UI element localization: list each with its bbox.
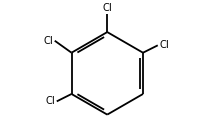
Text: Cl: Cl [159, 40, 169, 50]
Text: Cl: Cl [46, 96, 55, 106]
Text: Cl: Cl [44, 36, 53, 46]
Text: Cl: Cl [102, 3, 112, 13]
